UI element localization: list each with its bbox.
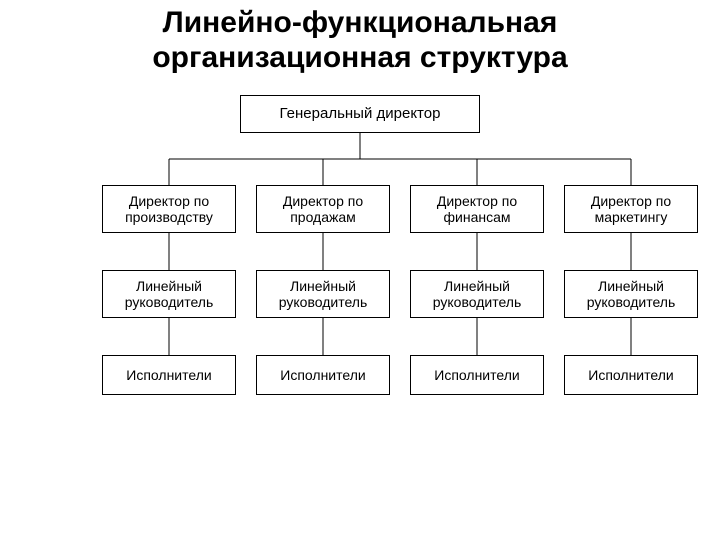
org-node-ex1: Исполнители [102, 355, 236, 395]
org-node-mgr4: Линейный руководитель [564, 270, 698, 318]
org-node-label: Линейный руководитель [109, 278, 229, 310]
org-node-mgr3: Линейный руководитель [410, 270, 544, 318]
org-node-ex2: Исполнители [256, 355, 390, 395]
org-node-dir2: Директор по продажам [256, 185, 390, 233]
org-chart: Генеральный директор Директор по производ… [0, 75, 720, 515]
org-node-label: Директор по продажам [263, 193, 383, 225]
org-node-ex4: Исполнители [564, 355, 698, 395]
page-title: Линейно-функциональная организационная с… [0, 0, 720, 75]
org-node-label: Линейный руководитель [263, 278, 383, 310]
org-node-label: Линейный руководитель [571, 278, 691, 310]
org-node-mgr1: Линейный руководитель [102, 270, 236, 318]
org-node-label: Исполнители [588, 367, 673, 383]
org-node-ex3: Исполнители [410, 355, 544, 395]
org-node-label: Директор по финансам [417, 193, 537, 225]
org-node-dir4: Директор по маркетингу [564, 185, 698, 233]
org-node-label: Линейный руководитель [417, 278, 537, 310]
org-node-label: Исполнители [280, 367, 365, 383]
org-node-mgr2: Линейный руководитель [256, 270, 390, 318]
org-node-root: Генеральный директор [240, 95, 480, 133]
org-node-label: Исполнители [126, 367, 211, 383]
title-line-2: организационная структура [0, 41, 720, 76]
org-node-label: Директор по маркетингу [571, 193, 691, 225]
org-node-label: Директор по производству [109, 193, 229, 225]
org-node-dir1: Директор по производству [102, 185, 236, 233]
org-node-dir3: Директор по финансам [410, 185, 544, 233]
org-node-label: Исполнители [434, 367, 519, 383]
title-line-1: Линейно-функциональная [0, 6, 720, 41]
org-node-label: Генеральный директор [280, 105, 441, 122]
